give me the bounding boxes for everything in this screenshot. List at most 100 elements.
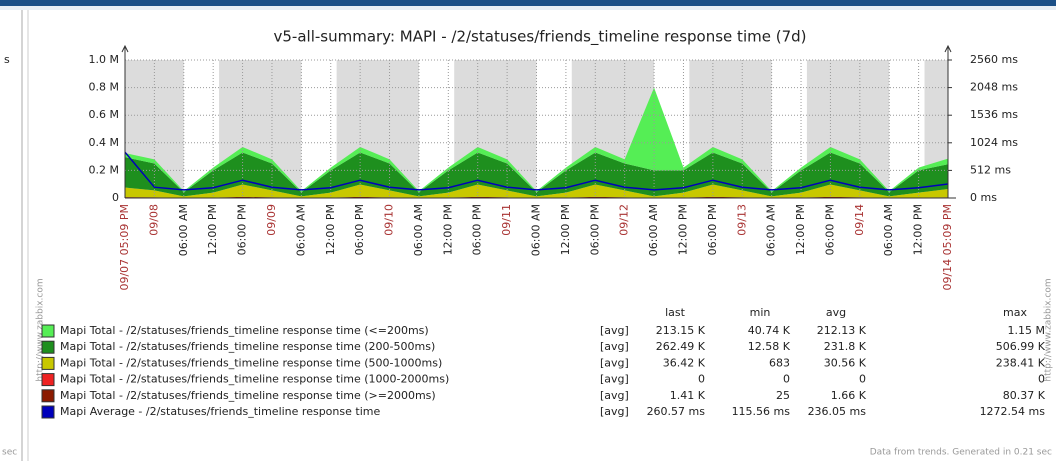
x-tick-label: 06:00 AM bbox=[765, 204, 778, 256]
y-tick-label: 0 bbox=[112, 191, 119, 204]
x-tick-label: 09/07 05:09 PM bbox=[118, 204, 131, 291]
legend-func: [avg] bbox=[600, 373, 629, 386]
y-tick-label: 0.8 M bbox=[89, 81, 119, 94]
legend-swatch bbox=[41, 405, 55, 419]
legend-stat: 231.8 K bbox=[824, 340, 867, 353]
watermark: http://www.zabbix.com bbox=[36, 278, 46, 381]
y2-tick-label: 1536 ms bbox=[970, 108, 1018, 121]
legend-label: Mapi Total - /2/statuses/friends_timelin… bbox=[60, 324, 429, 337]
y2-tick-label: 0 ms bbox=[970, 191, 997, 204]
x-tick-label: 09/14 bbox=[853, 204, 866, 236]
legend-stat: 506.99 K bbox=[996, 340, 1046, 353]
x-tick-label: 12:00 PM bbox=[324, 204, 337, 255]
y2-tick-label: 512 ms bbox=[970, 163, 1011, 176]
legend-stat: 0 bbox=[859, 373, 866, 386]
x-tick-label: 09/13 bbox=[735, 204, 748, 236]
legend-stat: 683 bbox=[769, 356, 790, 369]
area bbox=[125, 184, 948, 198]
side-text: sec bbox=[2, 448, 17, 458]
x-tick-label: 12:00 PM bbox=[794, 204, 807, 255]
x-tick-label: 06:00 AM bbox=[882, 204, 895, 256]
legend-label: Mapi Average - /2/statuses/friends_timel… bbox=[60, 405, 380, 418]
x-tick-label: 09/12 bbox=[618, 204, 631, 236]
x-tick-label: 12:00 PM bbox=[912, 204, 925, 255]
y2-tick-label: 2560 ms bbox=[970, 53, 1018, 66]
top-bar bbox=[0, 0, 1056, 6]
legend-stat: 115.56 ms bbox=[732, 405, 791, 418]
x-tick-label: 12:00 PM bbox=[206, 204, 219, 255]
legend-stat: 1272.54 ms bbox=[980, 405, 1046, 418]
legend-stat: 1.41 K bbox=[670, 389, 706, 402]
legend-label: Mapi Total - /2/statuses/friends_timelin… bbox=[60, 389, 436, 402]
x-tick-label: 09/14 05:09 PM bbox=[941, 204, 954, 291]
area bbox=[125, 152, 948, 197]
legend-func: [avg] bbox=[600, 356, 629, 369]
legend-stat: 1.66 K bbox=[831, 389, 867, 402]
x-tick-label: 06:00 AM bbox=[412, 204, 425, 256]
legend-label: Mapi Total - /2/statuses/friends_timelin… bbox=[60, 373, 449, 386]
legend-stat: 40.74 K bbox=[748, 324, 791, 337]
arrow bbox=[944, 44, 952, 53]
legend-stat: 0 bbox=[783, 373, 790, 386]
legend-label: Mapi Total - /2/statuses/friends_timelin… bbox=[60, 340, 435, 353]
x-tick-label: 06:00 PM bbox=[471, 204, 484, 255]
legend-stat: 25 bbox=[776, 389, 790, 402]
legend-stat: 213.15 K bbox=[656, 324, 706, 337]
legend-swatch bbox=[41, 373, 55, 387]
x-tick-label: 06:00 AM bbox=[647, 204, 660, 256]
x-tick-label: 06:00 PM bbox=[588, 204, 601, 255]
x-tick-label: 09/09 bbox=[265, 204, 278, 236]
legend-header: min bbox=[750, 306, 771, 319]
legend-stat: 0 bbox=[698, 373, 705, 386]
legend-stat: 260.57 ms bbox=[647, 405, 706, 418]
y-tick-label: 0.2 M bbox=[89, 163, 119, 176]
legend-func: [avg] bbox=[600, 324, 629, 337]
legend-swatch bbox=[41, 324, 55, 338]
chart-title: v5-all-summary: MAPI - /2/statuses/frien… bbox=[274, 28, 807, 47]
legend-header: avg bbox=[826, 306, 846, 319]
legend-stat: 262.49 K bbox=[656, 340, 706, 353]
y-tick-label: 1.0 M bbox=[89, 53, 119, 66]
legend-stat: 1.15 M bbox=[1008, 324, 1045, 337]
legend-swatch bbox=[41, 389, 55, 403]
x-tick-label: 12:00 PM bbox=[559, 204, 572, 255]
legend-stat: 12.58 K bbox=[748, 340, 791, 353]
x-tick-label: 12:00 PM bbox=[441, 204, 454, 255]
x-tick-label: 06:00 PM bbox=[823, 204, 836, 255]
side-text: s bbox=[4, 53, 10, 66]
x-tick-label: 06:00 PM bbox=[706, 204, 719, 255]
legend-swatch bbox=[41, 356, 55, 370]
legend-stat: 212.13 K bbox=[817, 324, 867, 337]
top-strip bbox=[0, 6, 1056, 10]
legend-stat: 238.41 K bbox=[996, 356, 1046, 369]
x-tick-label: 06:00 PM bbox=[236, 204, 249, 255]
legend-func: [avg] bbox=[600, 340, 629, 353]
x-tick-label: 09/11 bbox=[500, 204, 513, 236]
legend-stat: 0 bbox=[1038, 373, 1045, 386]
x-tick-label: 09/10 bbox=[383, 204, 396, 236]
y2-tick-label: 2048 ms bbox=[970, 81, 1018, 94]
legend-func: [avg] bbox=[600, 405, 629, 418]
arrow bbox=[121, 44, 129, 53]
x-tick-label: 06:00 PM bbox=[353, 204, 366, 255]
watermark: http://www.zabbix.com bbox=[1044, 278, 1054, 381]
legend-header: last bbox=[665, 306, 686, 319]
line bbox=[124, 151, 949, 191]
legend-label: Mapi Total - /2/statuses/friends_timelin… bbox=[60, 356, 442, 369]
legend-stat: 80.37 K bbox=[1003, 389, 1046, 402]
legend-stat: 36.42 K bbox=[663, 356, 706, 369]
legend-swatch bbox=[41, 340, 55, 354]
x-tick-label: 06:00 AM bbox=[177, 204, 190, 256]
x-tick-label: 06:00 AM bbox=[294, 204, 307, 256]
x-tick-label: 09/08 bbox=[147, 204, 160, 236]
y-tick-label: 0.6 M bbox=[89, 108, 119, 121]
x-tick-label: 12:00 PM bbox=[676, 204, 689, 255]
legend-stat: 30.56 K bbox=[824, 356, 867, 369]
legend-stat: 236.05 ms bbox=[808, 405, 867, 418]
y2-tick-label: 1024 ms bbox=[970, 136, 1018, 149]
legend-header: max bbox=[1003, 306, 1027, 319]
x-tick-label: 06:00 AM bbox=[530, 204, 543, 256]
footer: Data from trends. Generated in 0.21 sec bbox=[870, 448, 1052, 458]
y-tick-label: 0.4 M bbox=[89, 136, 119, 149]
legend-func: [avg] bbox=[600, 389, 629, 402]
